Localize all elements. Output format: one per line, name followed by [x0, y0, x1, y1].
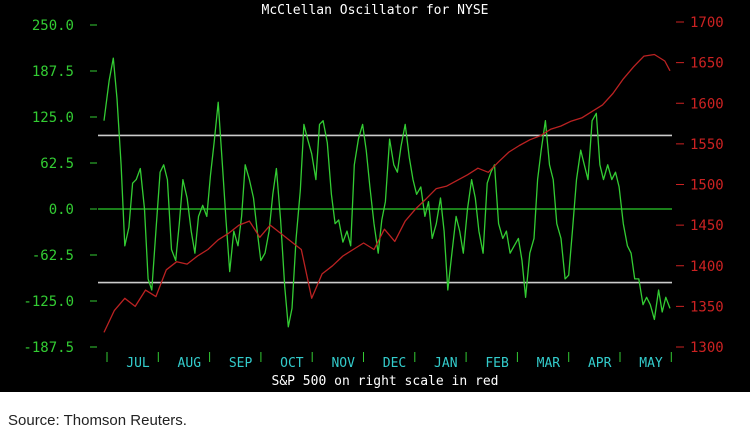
x-tick-label: APR — [588, 356, 612, 371]
x-axis-label: S&P 500 on right scale in red — [272, 374, 499, 389]
right-tick-label: 1550 — [690, 137, 724, 153]
x-tick-label: SEP — [229, 356, 253, 371]
chart-svg: McClellan Oscillator for NYSE 250.0 187.5 1… — [23, 3, 724, 389]
right-tick-label: 1650 — [690, 56, 724, 72]
x-tick-label: JAN — [434, 356, 457, 371]
left-tick-label: 62.5 — [40, 156, 74, 172]
x-tick-label: MAR — [537, 356, 561, 371]
left-tick-label: 0.0 — [49, 202, 74, 218]
right-tick-label: 1300 — [690, 340, 724, 356]
left-tick-label: -125.0 — [23, 294, 74, 310]
chart-title: McClellan Oscillator for NYSE — [262, 3, 489, 18]
x-tick-label: OCT — [280, 356, 304, 371]
right-tick-label: 1700 — [690, 15, 724, 31]
left-tick-label: -187.5 — [23, 340, 74, 356]
right-tick-label: 1500 — [690, 178, 724, 194]
x-tick-label: JUL — [126, 356, 150, 371]
x-tick-label: DEC — [383, 356, 406, 371]
right-tick-label: 1350 — [690, 299, 724, 315]
left-tick-label: 187.5 — [32, 64, 74, 80]
left-tick-label: 125.0 — [32, 110, 74, 126]
right-tick-label: 1450 — [690, 218, 724, 234]
x-tick-label: NOV — [331, 356, 355, 371]
source-note: Source: Thomson Reuters. — [8, 412, 187, 429]
left-tick-label: -62.5 — [32, 248, 74, 264]
oscillator-line — [103, 57, 671, 328]
right-tick-label: 1400 — [690, 259, 724, 275]
x-tick-label: MAY — [639, 356, 663, 371]
chart-panel: McClellan Oscillator for NYSE 250.0 187.5 1… — [0, 0, 750, 392]
left-tick-label: 250.0 — [32, 18, 74, 34]
sp500-line — [103, 53, 671, 333]
x-tick-label: FEB — [485, 356, 509, 371]
right-tick-label: 1600 — [690, 96, 724, 112]
x-tick-label: AUG — [178, 356, 202, 371]
